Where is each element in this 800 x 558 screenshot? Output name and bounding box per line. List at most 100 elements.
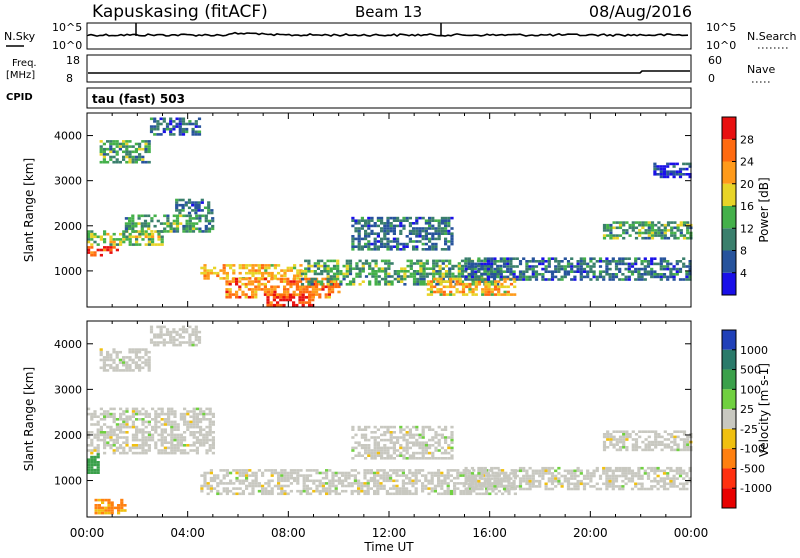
heatmap-cell — [195, 423, 199, 426]
heatmap-cell — [418, 446, 422, 450]
heatmap-cell — [493, 282, 498, 286]
heatmap-cell — [272, 303, 276, 307]
heatmap-cell — [310, 264, 314, 268]
heatmap-cell — [670, 448, 674, 452]
heatmap-cell — [457, 275, 461, 278]
heatmap-cell — [160, 243, 164, 246]
heatmap-cell — [103, 423, 107, 426]
heatmap-cell — [544, 469, 548, 473]
heatmap-cell — [622, 221, 626, 224]
heatmap-cell — [679, 234, 683, 237]
heatmap-cell — [204, 217, 208, 220]
heatmap-cell — [241, 482, 245, 485]
heatmap-cell — [512, 270, 516, 273]
heatmap-cell — [357, 240, 361, 243]
heatmap-cell — [235, 471, 239, 475]
heatmap-cell — [107, 511, 111, 515]
heatmap-cell — [109, 150, 113, 154]
heatmap-cell — [534, 270, 539, 273]
heatmap-cell — [216, 271, 220, 275]
heatmap-cell — [459, 471, 463, 475]
heatmap-cell — [370, 242, 374, 246]
heatmap-cell — [208, 449, 212, 452]
heatmap-cell — [631, 446, 635, 449]
heatmap-cell — [467, 472, 471, 475]
heatmap-cell — [163, 230, 167, 233]
heatmap-cell — [392, 487, 396, 490]
heatmap-cell — [419, 280, 423, 283]
heatmap-cell — [465, 492, 469, 496]
heatmap-cell — [245, 471, 249, 475]
heatmap-cell — [296, 271, 300, 275]
heatmap-cell — [688, 278, 692, 281]
heatmap-cell — [442, 285, 446, 289]
heatmap-cell — [229, 264, 233, 267]
heatmap-cell — [437, 441, 441, 444]
heatmap-cell — [506, 267, 510, 271]
heatmap-cell — [112, 232, 116, 236]
heatmap-cell — [449, 280, 453, 283]
heatmap-cell — [469, 487, 473, 490]
heatmap-cell — [270, 469, 274, 472]
heatmap-cell — [612, 226, 616, 230]
heatmap-cell — [389, 487, 393, 490]
heatmap-cell — [448, 270, 452, 273]
heatmap-cell — [444, 264, 449, 268]
heatmap-cell — [87, 468, 91, 472]
heatmap-cell — [153, 343, 157, 347]
heatmap-cell — [406, 275, 410, 278]
heatmap-cell — [431, 457, 435, 460]
heatmap-cell — [518, 273, 523, 276]
heatmap-cell — [541, 262, 545, 266]
heatmap-cell — [270, 471, 274, 475]
heatmap-cell — [292, 277, 296, 281]
power-colorbar-tick-label: 16 — [740, 200, 754, 213]
heatmap-cell — [122, 412, 126, 416]
heatmap-cell — [373, 431, 377, 434]
heatmap-cell — [408, 216, 412, 220]
heatmap-cell — [506, 485, 510, 488]
heatmap-cell — [222, 482, 226, 485]
heatmap-cell — [586, 270, 590, 273]
heatmap-cell — [367, 454, 371, 457]
heatmap-cell — [373, 479, 377, 483]
heatmap-cell — [371, 270, 375, 273]
heatmap-cell — [444, 229, 448, 233]
heatmap-cell — [630, 469, 635, 473]
heatmap-cell — [386, 446, 390, 450]
heatmap-cell — [163, 441, 167, 444]
heatmap-cell — [673, 231, 677, 235]
heatmap-cell — [99, 348, 103, 351]
heatmap-cell — [99, 418, 103, 421]
heatmap-cell — [471, 288, 475, 291]
heatmap-cell — [280, 471, 284, 475]
heatmap-cell — [608, 466, 612, 470]
heatmap-cell — [141, 420, 145, 424]
heatmap-cell — [334, 492, 338, 496]
heatmap-cell — [437, 438, 441, 442]
heatmap-cell — [474, 280, 478, 283]
heatmap-cell — [429, 290, 434, 294]
heatmap-cell — [102, 153, 106, 156]
heatmap-cell — [313, 262, 317, 265]
heatmap-cell — [277, 471, 281, 475]
heatmap-cell — [292, 303, 296, 307]
heatmap-cell — [522, 479, 526, 483]
freq-trace — [88, 70, 690, 74]
heatmap-cell — [175, 125, 179, 128]
heatmap-cell — [286, 269, 290, 272]
heatmap-cell — [634, 448, 639, 452]
heatmap-cell — [638, 435, 642, 439]
heatmap-cell — [181, 203, 185, 207]
heatmap-cell — [327, 295, 331, 299]
heatmap-cell — [408, 482, 412, 485]
heatmap-cell — [638, 229, 642, 232]
heatmap-cell — [99, 153, 103, 156]
heatmap-cell — [354, 441, 358, 444]
heatmap-cell — [443, 476, 447, 480]
heatmap-cell — [197, 130, 202, 134]
heatmap-cell — [248, 271, 252, 275]
heatmap-cell — [504, 489, 508, 493]
heatmap-cell — [261, 274, 265, 278]
heatmap-cell — [609, 223, 613, 227]
